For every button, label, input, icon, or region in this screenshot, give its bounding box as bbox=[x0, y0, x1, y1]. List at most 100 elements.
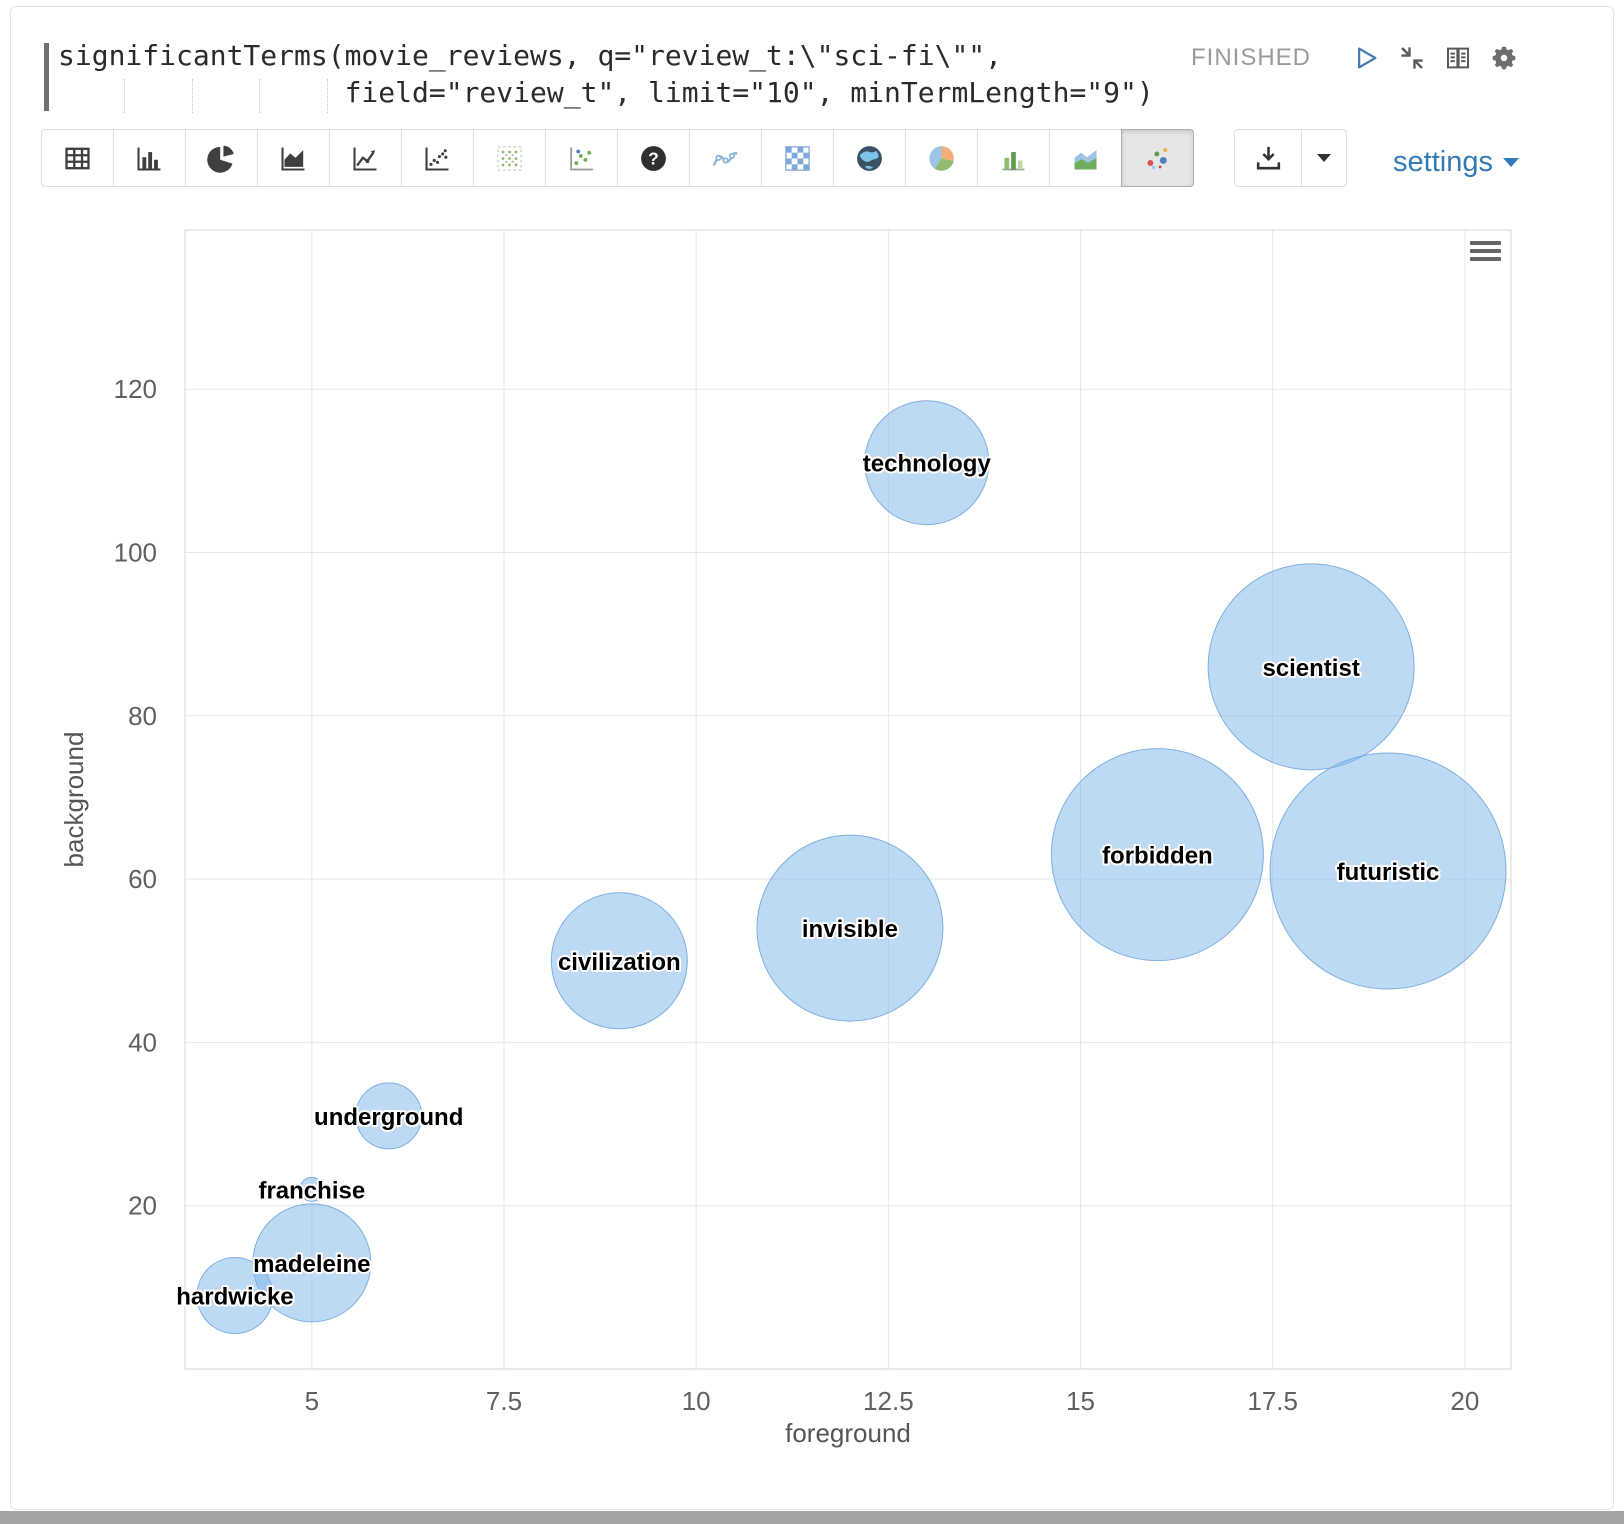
y-tick-label: 20 bbox=[128, 1191, 157, 1221]
dot-matrix-icon bbox=[497, 145, 522, 171]
heatmap-icon bbox=[785, 145, 810, 171]
x-tick-label: 15 bbox=[1066, 1386, 1095, 1416]
notebook-paragraph: significantTerms(movie_reviews, q="revie… bbox=[10, 6, 1614, 1510]
paragraph-controls: FINISHED bbox=[1191, 43, 1519, 73]
chart-type-button-line-chart[interactable] bbox=[329, 129, 402, 187]
bubble-label-forbidden: forbidden bbox=[1102, 843, 1213, 870]
x-tick-label: 7.5 bbox=[486, 1386, 522, 1416]
hamburger-icon bbox=[1470, 241, 1501, 245]
chart-type-button-area-colored[interactable] bbox=[1049, 129, 1122, 187]
bubble-label-invisible: invisible bbox=[802, 916, 898, 943]
x-tick-label: 12.5 bbox=[863, 1386, 914, 1416]
chart-type-button-bubble-chart[interactable] bbox=[1121, 129, 1194, 187]
collapse-editor-button[interactable] bbox=[1397, 43, 1427, 73]
help-icon: ? bbox=[641, 145, 666, 171]
code-line-1: significantTerms(movie_reviews, q="revie… bbox=[58, 39, 1003, 72]
indent-guide bbox=[192, 79, 193, 113]
chart-type-button-dot-matrix[interactable] bbox=[473, 129, 546, 187]
x-tick-label: 20 bbox=[1450, 1386, 1479, 1416]
bubble-underground[interactable] bbox=[355, 1082, 423, 1150]
svg-text:?: ? bbox=[648, 148, 659, 168]
chart-type-button-bar-chart[interactable] bbox=[113, 129, 186, 187]
play-icon bbox=[1358, 47, 1377, 69]
bubble-chart: 5 7.5 10 12.5 15 17.5 20 20 40 60 80 100 120 foregrou… bbox=[41, 207, 1585, 1501]
y-tick-label: 120 bbox=[114, 374, 157, 404]
chart-type-button-area-chart[interactable] bbox=[257, 129, 330, 187]
bubble-futuristic[interactable] bbox=[1269, 752, 1507, 990]
x-tick-label: 10 bbox=[682, 1386, 711, 1416]
plot-border bbox=[184, 229, 1512, 1370]
chart-type-button-heatmap[interactable] bbox=[761, 129, 834, 187]
chart-type-button-table[interactable] bbox=[41, 129, 114, 187]
show-output-button[interactable] bbox=[1443, 43, 1473, 73]
settings-label: settings bbox=[1393, 145, 1493, 178]
paragraph-code-editor[interactable]: significantTerms(movie_reviews, q="revie… bbox=[58, 37, 1154, 111]
bubble-label-civilization: civilization bbox=[558, 949, 681, 976]
bubble-label-underground: underground bbox=[314, 1104, 463, 1131]
bubble-label-franchise: franchise bbox=[258, 1177, 365, 1204]
y-tick-label: 40 bbox=[128, 1027, 157, 1057]
chart-type-button-globe[interactable] bbox=[833, 129, 906, 187]
x-tick-label: 5 bbox=[305, 1386, 319, 1416]
download-button[interactable] bbox=[1234, 129, 1302, 187]
y-axis-title: background bbox=[59, 732, 89, 868]
bubble-forbidden[interactable] bbox=[1050, 748, 1264, 962]
chart-type-button-help[interactable]: ? bbox=[617, 129, 690, 187]
status-badge: FINISHED bbox=[1190, 44, 1311, 71]
page-bottom-strip bbox=[0, 1511, 1624, 1524]
bubble-label-scientist: scientist bbox=[1262, 655, 1359, 682]
y-tick-label: 80 bbox=[128, 701, 157, 731]
bubble-label-technology: technology bbox=[863, 451, 992, 478]
run-paragraph-button[interactable] bbox=[1351, 43, 1381, 73]
bubble-label-hardwicke: hardwicke bbox=[176, 1284, 293, 1311]
indent-guide bbox=[259, 79, 260, 113]
spline-chart-icon bbox=[712, 151, 738, 166]
download-options-button[interactable] bbox=[1301, 129, 1347, 187]
chart-type-button-pie-chart[interactable] bbox=[185, 129, 258, 187]
visualization-toolbar: ? settings bbox=[41, 129, 1519, 187]
scatter-chart-icon bbox=[425, 147, 449, 171]
chart-context-menu-button[interactable] bbox=[1470, 241, 1501, 261]
chart-type-button-spline-chart[interactable] bbox=[689, 129, 762, 187]
caret-down-icon bbox=[1317, 154, 1331, 162]
paragraph-settings-button[interactable] bbox=[1489, 43, 1519, 73]
table-icon bbox=[65, 147, 90, 169]
y-tick-label: 60 bbox=[128, 864, 157, 894]
gear-icon bbox=[1492, 46, 1516, 70]
chart-type-button-scatter-green[interactable] bbox=[545, 129, 618, 187]
globe-icon bbox=[857, 145, 882, 171]
chart-type-button-bar-colored[interactable] bbox=[977, 129, 1050, 187]
download-icon bbox=[1256, 146, 1280, 169]
chart-type-button-group: ? bbox=[41, 129, 1194, 187]
code-line-2: field="review_t", limit="10", minTermLen… bbox=[58, 76, 1154, 109]
chart-type-button-scatter-chart[interactable] bbox=[401, 129, 474, 187]
book-icon bbox=[1447, 47, 1469, 69]
settings-link[interactable]: settings bbox=[1393, 146, 1519, 179]
y-tick-label: 100 bbox=[114, 538, 157, 568]
area-chart-icon bbox=[281, 147, 305, 171]
bubble-franchise[interactable] bbox=[299, 1176, 325, 1202]
download-button-group bbox=[1234, 129, 1347, 187]
bubble-technology[interactable] bbox=[864, 400, 990, 526]
bar-colored-icon bbox=[1002, 151, 1025, 170]
line-chart-icon bbox=[353, 147, 377, 171]
indent-guide bbox=[124, 79, 125, 113]
compress-icon bbox=[1401, 47, 1423, 69]
pie-colored-icon bbox=[929, 145, 954, 171]
bubble-invisible[interactable] bbox=[756, 834, 944, 1022]
bubble-chart-icon bbox=[1147, 147, 1168, 169]
x-axis-title: foreground bbox=[785, 1418, 911, 1448]
bubble-scientist[interactable] bbox=[1207, 563, 1415, 771]
indent-guide bbox=[327, 79, 328, 113]
area-colored-icon bbox=[1074, 149, 1097, 169]
pie-chart-icon bbox=[207, 145, 234, 173]
bubble-hardwicke[interactable] bbox=[196, 1257, 274, 1335]
bubble-label-futuristic: futuristic bbox=[1337, 859, 1440, 886]
caret-down-icon bbox=[1503, 157, 1519, 167]
chart-type-button-pie-colored[interactable] bbox=[905, 129, 978, 187]
bubble-label-madeleine: madeleine bbox=[253, 1251, 370, 1278]
bar-chart-icon bbox=[137, 147, 161, 171]
bubble-civilization[interactable] bbox=[550, 892, 688, 1030]
x-tick-label: 17.5 bbox=[1247, 1386, 1298, 1416]
scatter-green-icon bbox=[570, 147, 594, 170]
